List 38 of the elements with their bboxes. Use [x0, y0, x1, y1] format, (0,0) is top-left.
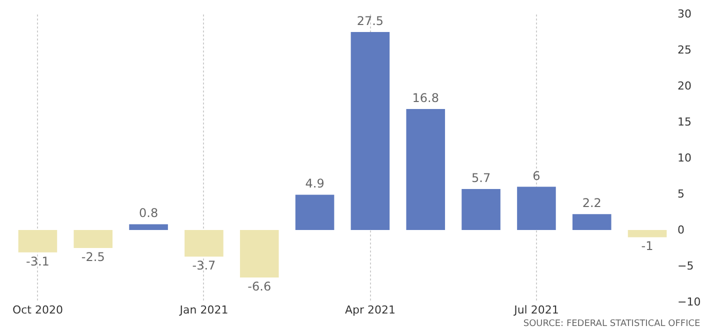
data-label: 16.8 — [412, 91, 439, 106]
data-label: -3.7 — [192, 258, 216, 273]
data-label: -1 — [641, 239, 654, 254]
source-note: SOURCE: FEDERAL STATISTICAL OFFICE — [523, 319, 701, 329]
y-tick-label: 5 — [678, 188, 684, 200]
y-tick-label: 25 — [678, 44, 692, 56]
data-label: -2.5 — [81, 250, 105, 264]
data-label: 27.5 — [356, 14, 384, 28]
bar — [184, 230, 224, 257]
y-tick-label: 30 — [678, 8, 692, 20]
bar — [406, 109, 446, 230]
bar — [18, 230, 58, 252]
bar — [74, 230, 113, 248]
x-tick-label: Oct 2020 — [12, 304, 63, 316]
bar — [628, 230, 667, 238]
bar — [350, 32, 390, 230]
data-label: 4.9 — [305, 176, 324, 191]
data-label: 2.2 — [582, 196, 602, 210]
y-tick-label: 10 — [678, 152, 692, 164]
data-label: 6 — [532, 168, 540, 183]
y-tick-label: 15 — [678, 116, 692, 128]
bar — [240, 230, 279, 278]
data-label: -3.1 — [26, 254, 50, 268]
y-tick-label: 0 — [678, 224, 684, 236]
data-label: 0.8 — [138, 206, 158, 220]
data-label: -6.6 — [248, 280, 272, 294]
y-tick-label: −10 — [678, 296, 701, 308]
x-tick-label: Jul 2021 — [513, 304, 559, 316]
y-tick-label: 20 — [678, 80, 692, 92]
bar — [517, 186, 556, 230]
bar — [462, 188, 500, 230]
bar — [295, 194, 334, 230]
y-tick-label: −5 — [678, 260, 694, 272]
x-tick-label: Jan 2021 — [178, 304, 228, 316]
x-tick-label: Apr 2021 — [344, 304, 396, 316]
bar — [129, 224, 168, 230]
data-label: 5.7 — [471, 170, 491, 185]
bar — [572, 214, 612, 230]
